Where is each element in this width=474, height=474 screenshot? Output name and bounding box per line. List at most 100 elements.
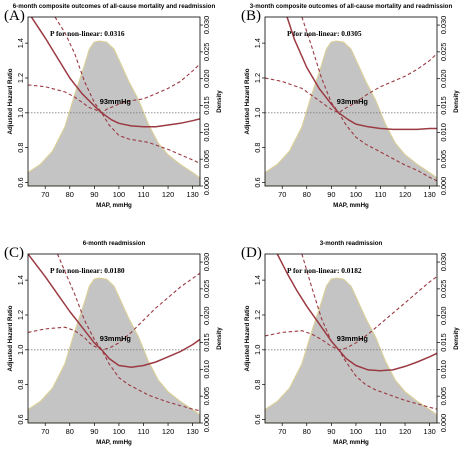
x-tick-label: 80 bbox=[66, 190, 74, 199]
y-tick-label: 1.0 bbox=[253, 345, 262, 355]
panel-title: 3-month readmission bbox=[320, 240, 383, 247]
plot-area bbox=[265, 254, 437, 423]
y-tick-label: 1.2 bbox=[253, 73, 262, 83]
p-value-annotation: P for non-linear: 0.0180 bbox=[50, 266, 125, 275]
y-tick-label: 0.6 bbox=[16, 414, 25, 424]
y2-tick-label: 0.015 bbox=[202, 333, 211, 352]
y-tick-label: 1.4 bbox=[16, 38, 25, 48]
y2-tick-label: 0.030 bbox=[439, 253, 448, 271]
panel-title: 6-month composite outcomes of all-cause … bbox=[13, 3, 216, 10]
y2-tick-label: 0.030 bbox=[439, 16, 448, 35]
x-tick-label: 90 bbox=[327, 427, 335, 436]
y-tick-label: 0.6 bbox=[253, 177, 262, 187]
knot-label: 93mmHg bbox=[100, 334, 132, 343]
panel-letter: (D) bbox=[241, 245, 262, 261]
p-value-annotation: P for non-linear: 0.0316 bbox=[50, 29, 125, 38]
confidence-bound-upper bbox=[265, 276, 437, 351]
y2-tick-label: 0.025 bbox=[202, 280, 211, 299]
x-tick-label: 120 bbox=[162, 190, 174, 199]
y-axis-label: Adjusted Hazard Ratio bbox=[7, 305, 14, 371]
y-tick-label: 0.8 bbox=[16, 380, 25, 390]
confidence-bound-upper bbox=[28, 63, 200, 114]
x-tick-label: 100 bbox=[113, 190, 125, 199]
density-area bbox=[265, 40, 437, 186]
chart-panel: (B)3-month composite outcomes of all-cau… bbox=[241, 3, 460, 209]
p-value-annotation: P for non-linear: 0.0182 bbox=[287, 266, 362, 275]
x-tick-label: 110 bbox=[138, 190, 150, 199]
plot-area bbox=[28, 254, 200, 423]
x-tick-label: 80 bbox=[303, 427, 311, 436]
y-axis-label: Adjusted Hazard Ratio bbox=[244, 68, 251, 134]
x-axis-label: MAP, mmHg bbox=[96, 439, 132, 446]
y2-tick-label: 0.005 bbox=[202, 387, 211, 406]
x-tick-label: 100 bbox=[350, 190, 362, 199]
y2-axis-label: Density bbox=[216, 327, 223, 350]
y2-tick-label: 0.020 bbox=[202, 306, 211, 325]
x-tick-label: 90 bbox=[90, 190, 98, 199]
y-tick-label: 0.6 bbox=[253, 414, 262, 424]
x-tick-label: 110 bbox=[375, 190, 387, 199]
y2-tick-label: 0.025 bbox=[439, 43, 448, 62]
y-axis-label: Adjusted Hazard Ratio bbox=[7, 68, 14, 134]
x-tick-label: 90 bbox=[90, 427, 98, 436]
x-tick-label: 100 bbox=[350, 427, 362, 436]
y-tick-label: 1.2 bbox=[16, 73, 25, 83]
y2-tick-label: 0.030 bbox=[202, 253, 211, 271]
x-tick-label: 80 bbox=[303, 190, 311, 199]
plot-frame bbox=[27, 253, 201, 424]
y2-tick-label: 0.015 bbox=[439, 333, 448, 352]
panel-letter: (B) bbox=[241, 8, 261, 24]
y2-tick-label: 0.010 bbox=[202, 123, 211, 142]
y2-tick-label: 0.000 bbox=[202, 177, 211, 196]
hazard-ratio-curve bbox=[30, 17, 200, 128]
panel-letter: (C) bbox=[4, 245, 24, 261]
confidence-bound-lower bbox=[54, 17, 200, 164]
panel-title: 6-month readmission bbox=[83, 240, 146, 247]
y2-tick-label: 0.010 bbox=[439, 360, 448, 379]
y2-tick-label: 0.005 bbox=[439, 387, 448, 406]
confidence-bound-lower bbox=[301, 17, 437, 182]
y2-tick-label: 0.020 bbox=[439, 306, 448, 325]
p-value-annotation: P for non-linear: 0.0305 bbox=[287, 29, 362, 38]
x-tick-label: 100 bbox=[113, 427, 125, 436]
confidence-bound-lower bbox=[56, 254, 200, 412]
x-tick-label: 110 bbox=[375, 427, 387, 436]
y-tick-label: 1.4 bbox=[253, 275, 262, 285]
x-tick-label: 130 bbox=[186, 427, 198, 436]
x-tick-label: 130 bbox=[186, 190, 198, 199]
y2-tick-label: 0.025 bbox=[439, 280, 448, 299]
density-area bbox=[265, 277, 437, 423]
x-axis-label: MAP, mmHg bbox=[333, 202, 369, 209]
y2-tick-label: 0.000 bbox=[439, 177, 448, 196]
hazard-ratio-curve bbox=[28, 254, 200, 368]
y-tick-label: 1.2 bbox=[253, 310, 262, 320]
y2-axis-label: Density bbox=[216, 90, 223, 113]
y-tick-label: 1.4 bbox=[16, 275, 25, 285]
x-tick-label: 130 bbox=[423, 427, 435, 436]
x-tick-label: 80 bbox=[66, 427, 74, 436]
plot-frame bbox=[264, 253, 438, 424]
x-tick-label: 110 bbox=[138, 427, 150, 436]
x-tick-label: 120 bbox=[399, 427, 411, 436]
x-tick-label: 70 bbox=[41, 190, 49, 199]
y-axis-label: Adjusted Hazard Ratio bbox=[244, 305, 251, 371]
y-tick-label: 0.6 bbox=[16, 177, 25, 187]
y2-tick-label: 0.015 bbox=[439, 96, 448, 115]
y-tick-label: 0.8 bbox=[253, 143, 262, 153]
x-axis-label: MAP, mmHg bbox=[96, 202, 132, 209]
density-area bbox=[28, 277, 200, 423]
chart-panel: (D) 3-month readmission P for non-linear: … bbox=[241, 240, 460, 446]
confidence-bound-upper bbox=[28, 272, 200, 351]
plot-frame bbox=[27, 16, 201, 187]
chart-panel: (C) 6-month readmission P for non-linear: … bbox=[4, 240, 223, 446]
y-tick-label: 1.0 bbox=[16, 345, 25, 355]
y2-axis-label: Density bbox=[453, 90, 460, 113]
y2-tick-label: 0.005 bbox=[202, 150, 211, 169]
y2-tick-label: 0.010 bbox=[439, 123, 448, 142]
plot-area bbox=[28, 17, 200, 186]
y2-tick-label: 0.010 bbox=[202, 360, 211, 379]
y2-tick-label: 0.000 bbox=[202, 414, 211, 433]
y2-tick-label: 0.000 bbox=[439, 414, 448, 433]
y2-tick-label: 0.005 bbox=[439, 150, 448, 169]
